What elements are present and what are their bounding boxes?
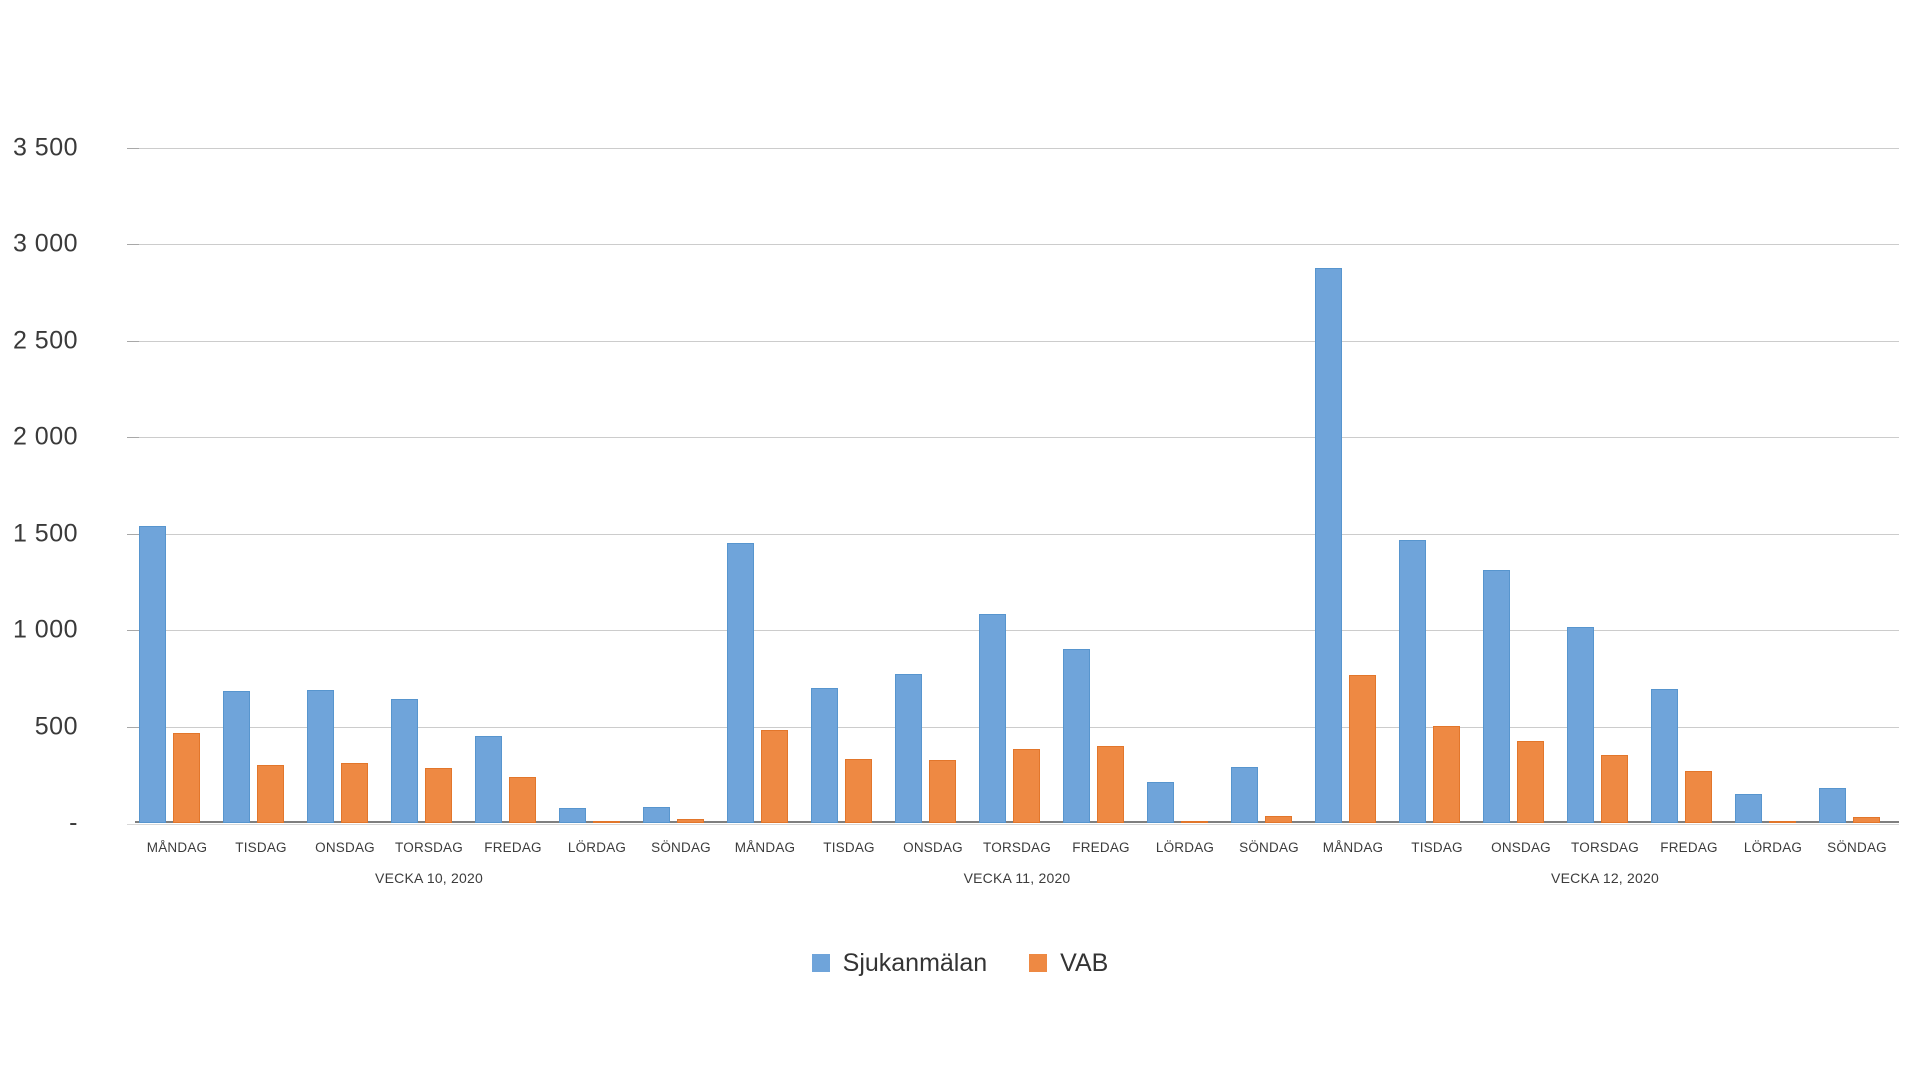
- legend-label: VAB: [1060, 949, 1109, 977]
- legend: Sjukanmälan VAB: [0, 948, 1920, 978]
- bar-vab: [1517, 740, 1544, 823]
- bar-sjukanmalan: [307, 689, 334, 823]
- bar-sjukanmalan: [223, 690, 250, 823]
- bar-sjukanmalan: [727, 543, 754, 823]
- x-axis-day-label: SÖNDAG: [1827, 840, 1887, 855]
- bar-sjukanmalan: [391, 699, 418, 823]
- bar-sjukanmalan: [979, 613, 1006, 823]
- x-axis-day-label: TISDAG: [235, 840, 287, 855]
- y-axis-label: 3 500: [12, 133, 78, 161]
- x-axis-day-label: LÖRDAG: [1155, 840, 1215, 855]
- bar-vab: [1769, 821, 1796, 823]
- y-tick-mark: [127, 437, 139, 438]
- bar-sjukanmalan: [1147, 782, 1174, 823]
- x-axis-day-label: SÖNDAG: [651, 840, 711, 855]
- gridline-1500: [127, 533, 1899, 535]
- bar-sjukanmalan: [475, 736, 502, 823]
- x-axis-day-label: FREDAG: [1660, 840, 1718, 855]
- bar-vab: [1013, 748, 1040, 823]
- bar-sjukanmalan: [1315, 268, 1342, 823]
- bar-sjukanmalan: [139, 525, 166, 823]
- bar-sjukanmalan: [895, 674, 922, 823]
- bar-sjukanmalan: [1399, 540, 1426, 823]
- legend-item-vab: VAB: [1029, 948, 1108, 978]
- legend-item-sjukanmalan: Sjukanmälan: [811, 948, 988, 978]
- x-axis-day-label: ONSDAG: [1491, 840, 1551, 855]
- y-axis-label: 2 500: [12, 326, 78, 354]
- x-axis-week-label: VECKA 11, 2020: [963, 870, 1071, 886]
- bar-vab: [1349, 675, 1376, 823]
- y-tick-mark: [127, 726, 139, 728]
- x-axis-day-label: MÅNDAG: [146, 840, 208, 855]
- bar-vab: [341, 763, 368, 823]
- bar-sjukanmalan: [1819, 788, 1846, 823]
- y-axis-label: 1 500: [12, 519, 78, 547]
- bar-vab: [509, 776, 536, 823]
- y-tick-mark: [127, 147, 139, 149]
- x-axis-day-label: LÖRDAG: [567, 840, 627, 855]
- bar-vab: [1685, 770, 1712, 823]
- y-tick-mark: [127, 533, 139, 535]
- x-axis-day-label: ONSDAG: [903, 840, 963, 855]
- x-axis-line-shadow: [127, 824, 1899, 825]
- x-axis-day-label: FREDAG: [484, 840, 542, 855]
- x-axis-week-label: VECKA 12, 2020: [1551, 870, 1659, 886]
- bar-sjukanmalan: [1651, 688, 1678, 823]
- x-axis-day-label: LÖRDAG: [1743, 840, 1803, 855]
- bar-vab: [425, 767, 452, 823]
- gridline-2500: [127, 340, 1899, 342]
- bar-vab: [1097, 745, 1124, 823]
- x-axis-day-label: TORSDAG: [1571, 840, 1639, 855]
- bar-vab: [761, 730, 788, 823]
- bar-sjukanmalan: [1567, 627, 1594, 823]
- x-axis-day-label: MÅNDAG: [734, 840, 796, 855]
- x-axis-day-label: TISDAG: [823, 840, 875, 855]
- bar-vab: [257, 765, 284, 823]
- y-axis-label: -: [69, 808, 78, 837]
- x-axis-day-label: ONSDAG: [315, 840, 375, 855]
- x-axis-day-label: MÅNDAG: [1322, 840, 1384, 855]
- x-axis-day-label: TORSDAG: [395, 840, 463, 855]
- gridline-3000: [127, 244, 1899, 245]
- bar-sjukanmalan: [1483, 570, 1510, 823]
- bar-vab: [929, 760, 956, 823]
- x-axis-day-label: SÖNDAG: [1239, 840, 1299, 855]
- gridline-1000: [127, 630, 1899, 631]
- bar-sjukanmalan: [643, 806, 670, 823]
- bar-vab: [1181, 821, 1208, 823]
- gridline-2000: [127, 437, 1899, 438]
- y-tick-mark: [127, 244, 139, 245]
- bar-vab: [1433, 725, 1460, 823]
- bar-sjukanmalan: [811, 687, 838, 823]
- bar-sjukanmalan: [1231, 767, 1258, 823]
- gridline-3500: [127, 147, 1899, 149]
- bar-sjukanmalan: [559, 807, 586, 823]
- bar-vab: [1853, 817, 1880, 823]
- bar-sjukanmalan: [1063, 649, 1090, 823]
- bar-vab: [173, 733, 200, 823]
- y-axis-label: 1 000: [12, 615, 78, 644]
- bar-vab: [845, 759, 872, 823]
- y-tick-mark: [127, 340, 139, 342]
- legend-swatch-icon: [811, 954, 830, 972]
- x-axis-week-label: VECKA 10, 2020: [375, 870, 483, 886]
- y-tick-mark: [127, 630, 139, 631]
- x-axis-day-label: FREDAG: [1072, 840, 1130, 855]
- y-axis-label: 2 000: [12, 422, 78, 451]
- bar-vab: [1265, 816, 1292, 823]
- bar-sjukanmalan: [1735, 794, 1762, 823]
- bar-vab: [1601, 755, 1628, 823]
- gridline-500: [127, 726, 1899, 728]
- x-axis-day-label: TISDAG: [1411, 840, 1463, 855]
- y-axis-label: 500: [34, 712, 78, 740]
- bar-vab: [677, 819, 704, 823]
- legend-swatch-icon: [1029, 954, 1048, 972]
- x-axis-day-label: TORSDAG: [983, 840, 1051, 855]
- bar-vab: [593, 821, 620, 823]
- y-axis-label: 3 000: [12, 229, 78, 258]
- legend-label: Sjukanmälan: [842, 949, 988, 977]
